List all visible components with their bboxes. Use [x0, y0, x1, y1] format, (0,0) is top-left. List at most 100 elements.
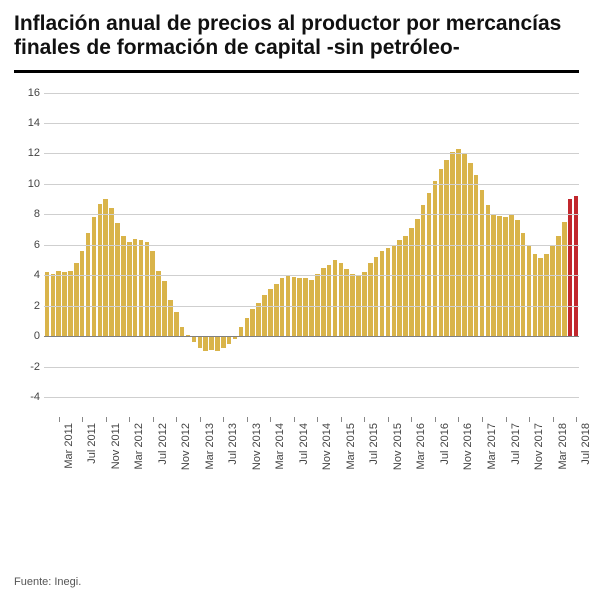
bar — [321, 268, 326, 337]
gridline — [44, 397, 579, 398]
title-rule — [14, 70, 579, 73]
y-tick-label: 2 — [14, 300, 40, 312]
bar — [527, 246, 532, 336]
bar — [109, 208, 114, 336]
bar — [127, 242, 132, 336]
x-tick — [388, 417, 389, 422]
x-tick-label: Nov 2011 — [110, 423, 122, 469]
x-tick — [153, 417, 154, 422]
x-tick — [317, 417, 318, 422]
bar — [174, 312, 179, 336]
bar — [133, 239, 138, 336]
bar — [209, 336, 214, 350]
bar — [392, 246, 397, 336]
bar — [121, 236, 126, 337]
gridline — [44, 367, 579, 368]
bar — [162, 281, 167, 336]
x-tick-label: Mar 2018 — [557, 423, 569, 469]
x-tick-label: Mar 2014 — [274, 423, 286, 469]
bar — [421, 205, 426, 336]
x-tick — [294, 417, 295, 422]
bar — [68, 271, 73, 336]
x-tick — [364, 417, 365, 422]
bar — [80, 251, 85, 336]
bar — [198, 336, 203, 348]
bar — [397, 240, 402, 336]
x-tick — [458, 417, 459, 422]
bar — [486, 205, 491, 336]
bar — [538, 258, 543, 336]
bar — [309, 280, 314, 336]
bar — [374, 257, 379, 336]
y-tick-label: -2 — [14, 361, 40, 373]
bar — [268, 289, 273, 336]
y-tick-label: 14 — [14, 117, 40, 129]
x-tick-label: Nov 2012 — [180, 423, 192, 470]
chart-title: Inflación anual de precios al productor … — [14, 12, 579, 60]
bar — [521, 233, 526, 337]
bar — [221, 336, 226, 348]
bar — [215, 336, 220, 351]
x-tick — [411, 417, 412, 422]
bar — [503, 217, 508, 336]
gridline — [44, 123, 579, 124]
chart-container: -4-20246810121416 Mar 2011Jul 2011Nov 20… — [14, 77, 579, 497]
x-tick — [553, 417, 554, 422]
x-tick — [223, 417, 224, 422]
x-tick-label: Jul 2018 — [580, 423, 592, 465]
x-tick-label: Mar 2013 — [204, 423, 216, 469]
gridline — [44, 184, 579, 185]
bar — [103, 199, 108, 336]
x-tick — [106, 417, 107, 422]
x-tick — [59, 417, 60, 422]
bar — [245, 318, 250, 336]
x-tick-label: Mar 2011 — [63, 423, 75, 469]
bar — [380, 251, 385, 336]
y-tick-label: -4 — [14, 391, 40, 403]
bar — [274, 284, 279, 336]
gridline — [44, 245, 579, 246]
bar — [280, 278, 285, 336]
bar — [250, 309, 255, 336]
x-tick — [200, 417, 201, 422]
x-tick-label: Mar 2015 — [345, 423, 357, 469]
x-tick — [247, 417, 248, 422]
x-tick-label: Jul 2017 — [510, 423, 522, 465]
bar — [56, 271, 61, 336]
bar — [368, 263, 373, 336]
bar — [339, 263, 344, 336]
bar — [568, 199, 573, 336]
x-tick — [341, 417, 342, 422]
x-tick — [482, 417, 483, 422]
gridline — [44, 306, 579, 307]
x-axis: Mar 2011Jul 2011Nov 2011Mar 2012Jul 2012… — [44, 417, 579, 497]
gridline — [44, 93, 579, 94]
x-tick-label: Mar 2016 — [415, 423, 427, 469]
x-tick-label: Mar 2012 — [133, 423, 145, 469]
y-tick-label: 0 — [14, 330, 40, 342]
bar — [256, 303, 261, 337]
x-tick-label: Jul 2011 — [86, 423, 98, 464]
bar — [139, 240, 144, 336]
plot-area — [44, 77, 579, 412]
bar — [533, 254, 538, 336]
bar — [86, 233, 91, 337]
bar — [150, 251, 155, 336]
x-tick-label: Mar 2017 — [486, 423, 498, 469]
x-tick — [270, 417, 271, 422]
bar — [403, 236, 408, 337]
bar — [362, 272, 367, 336]
bar — [45, 272, 50, 336]
gridline — [44, 336, 579, 337]
x-tick-label: Jul 2013 — [227, 423, 239, 465]
bar — [303, 278, 308, 336]
bar — [439, 169, 444, 337]
x-tick-label: Nov 2013 — [251, 423, 263, 470]
bar — [415, 219, 420, 336]
bar — [550, 246, 555, 336]
y-tick-label: 10 — [14, 178, 40, 190]
bar — [156, 271, 161, 336]
source-label: Fuente: Inegi. — [14, 576, 81, 588]
x-tick-label: Nov 2014 — [321, 423, 333, 470]
bar — [562, 222, 567, 336]
